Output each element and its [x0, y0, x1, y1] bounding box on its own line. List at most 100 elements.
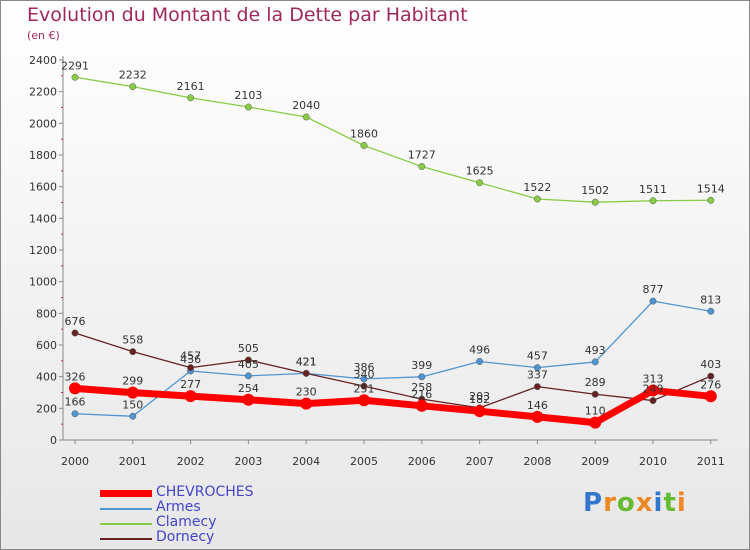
- data-point-chevroches: [704, 390, 717, 403]
- data-point-dornecy: [71, 329, 79, 337]
- legend-label: Armes: [156, 499, 201, 515]
- data-point-dornecy: [129, 348, 137, 356]
- data-label-armes: 436: [180, 353, 201, 366]
- data-label-clamecy: 2232: [119, 69, 147, 82]
- data-point-armes: [360, 375, 368, 383]
- legend-label: Dornecy: [156, 529, 215, 545]
- data-point-clamecy: [649, 197, 657, 205]
- data-label-armes: 457: [527, 350, 548, 363]
- data-point-chevroches: [242, 393, 255, 406]
- data-point-dornecy: [302, 369, 310, 377]
- y-tick-label: 2400: [29, 54, 57, 67]
- data-point-clamecy: [187, 94, 195, 102]
- data-label-dornecy: 340: [354, 368, 375, 381]
- data-point-chevroches: [358, 394, 370, 407]
- legend-label: Clamecy: [156, 514, 217, 530]
- x-tick-label: 2010: [639, 455, 667, 468]
- data-label-dornecy: 403: [700, 358, 721, 371]
- data-point-dornecy: [360, 382, 368, 390]
- data-label-armes: 421: [296, 355, 317, 368]
- data-point-armes: [476, 358, 484, 365]
- data-point-clamecy: [591, 198, 599, 206]
- x-tick-label: 2009: [581, 455, 609, 468]
- y-tick-label: 600: [36, 339, 57, 352]
- x-tick-label: 2006: [408, 455, 436, 468]
- data-label-clamecy: 1522: [523, 181, 551, 194]
- data-point-chevroches: [415, 399, 428, 412]
- data-label-armes: 166: [65, 396, 86, 409]
- data-point-chevroches: [300, 397, 313, 410]
- data-label-armes: 386: [354, 361, 375, 374]
- data-point-clamecy: [129, 83, 137, 91]
- data-point-clamecy: [707, 196, 715, 204]
- data-label-armes: 877: [643, 283, 664, 296]
- data-point-clamecy: [360, 142, 368, 149]
- x-tick-label: 2008: [523, 455, 551, 468]
- data-label-chevroches: 230: [296, 386, 317, 399]
- y-tick-label: 200: [36, 402, 57, 415]
- y-tick-label: 800: [36, 307, 57, 320]
- data-label-clamecy: 2103: [234, 89, 262, 102]
- chart-title: Evolution du Montant de la Dette par Hab…: [27, 4, 468, 26]
- x-tick-label: 2002: [177, 455, 205, 468]
- logo-letter: o: [616, 488, 636, 518]
- data-label-clamecy: 1514: [697, 182, 725, 195]
- series-line-dornecy: [74, 332, 712, 409]
- data-point-chevroches: [647, 384, 659, 397]
- legend-swatch: [100, 508, 152, 510]
- x-tick-label: 2003: [234, 455, 262, 468]
- data-label-chevroches: 216: [411, 388, 432, 401]
- x-tick-label: 2001: [119, 455, 147, 468]
- logo-letter: i: [676, 488, 687, 518]
- x-tick-label: 2000: [61, 455, 89, 468]
- data-label-chevroches: 326: [65, 370, 86, 383]
- logo-letter: P: [583, 488, 604, 518]
- y-tick-label: 2000: [29, 117, 57, 130]
- data-label-clamecy: 2040: [292, 99, 320, 112]
- x-tick-label: 2005: [350, 455, 378, 468]
- data-label-chevroches: 277: [180, 378, 201, 391]
- data-point-armes: [244, 372, 252, 380]
- data-point-dornecy: [591, 390, 599, 398]
- data-label-chevroches: 299: [122, 375, 143, 388]
- data-point-clamecy: [418, 163, 426, 171]
- x-tick-label: 2011: [697, 455, 725, 468]
- x-tick-label: 2007: [466, 455, 494, 468]
- data-point-chevroches: [184, 390, 197, 403]
- logo-letter: t: [663, 488, 677, 518]
- legend-swatch: [100, 490, 152, 497]
- data-label-dornecy: 249: [643, 383, 664, 396]
- data-label-clamecy: 1727: [408, 149, 436, 162]
- y-tick-label: 1600: [29, 181, 57, 194]
- data-label-clamecy: 1502: [581, 184, 609, 197]
- y-tick-label: 1000: [29, 276, 57, 289]
- y-tick-label: 1200: [29, 244, 57, 257]
- legend-label: CHEVROCHES: [156, 484, 254, 500]
- data-label-chevroches: 313: [643, 372, 664, 385]
- data-point-dornecy: [649, 397, 657, 405]
- y-tick-label: 2200: [29, 86, 57, 99]
- data-label-chevroches: 146: [527, 399, 548, 412]
- data-label-armes: 405: [238, 358, 259, 371]
- data-label-dornecy: 421: [296, 355, 317, 368]
- series-line-armes: [74, 300, 711, 417]
- data-label-chevroches: 254: [238, 382, 259, 395]
- data-label-armes: 493: [585, 344, 606, 357]
- data-point-chevroches: [589, 416, 602, 429]
- data-label-dornecy: 676: [65, 315, 86, 328]
- data-point-dornecy: [533, 383, 541, 391]
- data-point-clamecy: [71, 73, 79, 81]
- data-point-dornecy: [187, 364, 195, 372]
- data-point-chevroches: [69, 382, 81, 395]
- data-label-chevroches: 182: [469, 393, 490, 406]
- data-label-armes: 150: [122, 398, 143, 411]
- data-label-chevroches: 110: [585, 405, 606, 418]
- data-point-dornecy: [244, 356, 252, 364]
- legend-swatch: [100, 523, 152, 525]
- data-label-dornecy: 203: [469, 390, 490, 403]
- data-point-armes: [649, 297, 657, 305]
- series-line-chevroches: [74, 384, 712, 427]
- data-point-armes: [591, 358, 599, 366]
